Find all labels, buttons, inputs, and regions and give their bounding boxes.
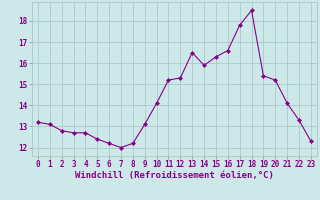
X-axis label: Windchill (Refroidissement éolien,°C): Windchill (Refroidissement éolien,°C): [75, 171, 274, 180]
